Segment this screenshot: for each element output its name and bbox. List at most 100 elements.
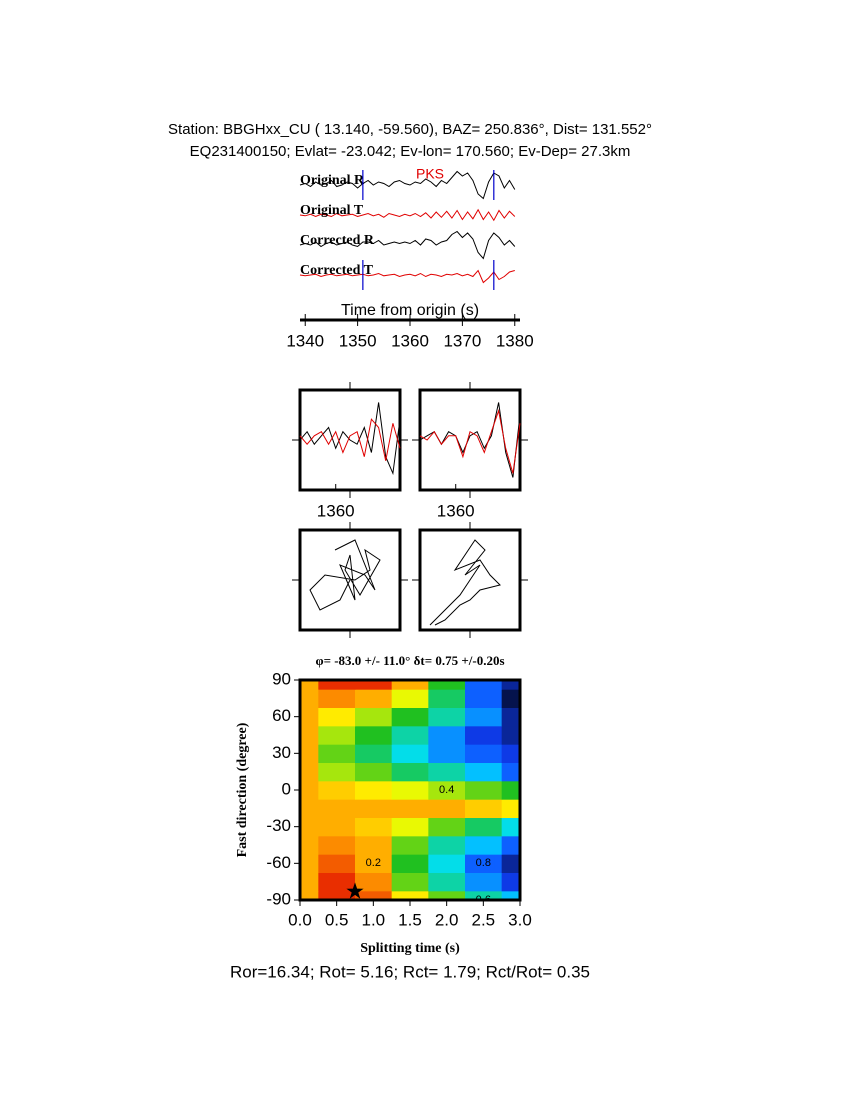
heatmap-cell — [501, 872, 520, 892]
heatmap-cell — [355, 872, 393, 892]
heatmap-cell — [355, 680, 393, 690]
heatmap-cell — [318, 817, 356, 837]
heatmap-cell — [501, 707, 520, 727]
y-tick-label: 60 — [272, 706, 291, 725]
contour-label: 0.6 — [476, 894, 491, 906]
heatmap-cell — [501, 817, 520, 837]
heatmap-cell — [391, 689, 429, 708]
y-tick-label: 90 — [272, 669, 291, 688]
heatmap-cell — [428, 817, 466, 837]
heatmap-cell — [300, 835, 319, 855]
heatmap-cell — [465, 817, 503, 837]
heatmap-cell — [428, 835, 466, 855]
heatmap-cell — [465, 707, 503, 727]
heatmap-cell — [391, 707, 429, 727]
heatmap-cell — [318, 890, 356, 900]
heatmap-cell — [465, 762, 503, 782]
heatmap-cell — [428, 744, 466, 763]
heatmap-cell — [300, 799, 319, 818]
heatmap-cell — [318, 707, 356, 727]
heatmap-cell — [428, 707, 466, 727]
heatmap-cell — [391, 817, 429, 837]
heatmap-cell — [355, 890, 393, 900]
heatmap-cell — [465, 872, 503, 892]
y-tick-label: 30 — [272, 743, 291, 762]
heatmap-cell — [300, 707, 319, 727]
y-tick-label: 0 — [282, 779, 291, 798]
heatmap-cell — [465, 689, 503, 708]
heatmap-cell — [300, 817, 319, 837]
contour-label-bg — [472, 893, 495, 900]
heatmap-cell — [428, 890, 466, 900]
heatmap-cell — [318, 780, 356, 800]
y-tick-label: -90 — [266, 889, 291, 908]
heatmap-cell — [428, 689, 466, 708]
heatmap-cell — [300, 680, 319, 690]
x-tick-label: 1340 — [286, 331, 324, 350]
heatmap-cell — [300, 780, 319, 800]
heatmap-cell — [355, 707, 393, 727]
x-tick-label: 0.5 — [325, 910, 349, 929]
y-tick-label: -60 — [266, 853, 291, 872]
trace — [429, 539, 501, 626]
heatmap-cell — [318, 680, 356, 690]
heatmap-cell — [391, 872, 429, 892]
heatmap-cell — [391, 744, 429, 763]
panel-frame — [418, 388, 522, 492]
x-tick-label: 0.0 — [288, 910, 312, 929]
trace-label: Original T — [300, 203, 364, 218]
phase-label: PKS — [416, 166, 444, 182]
heatmap-cell — [391, 680, 429, 690]
trace — [419, 402, 521, 478]
heatmap-cell — [428, 680, 466, 690]
x-tick-label: 1380 — [496, 331, 534, 350]
x-tick-label: 2.0 — [435, 910, 459, 929]
heatmap-cell — [391, 890, 429, 900]
heatmap-cell — [465, 799, 503, 818]
heatmap-cell — [355, 799, 393, 818]
contour-label-bg — [435, 783, 458, 797]
trace — [419, 408, 521, 474]
trace-label: Corrected T — [300, 263, 374, 278]
heatmap-cell — [355, 744, 393, 763]
heatmap-cell — [465, 835, 503, 855]
footer: Ror=16.34; Rot= 5.16; Rct= 1.79; Rct/Rot… — [230, 962, 590, 981]
heatmap-cell — [391, 725, 429, 745]
heatmap-cell — [391, 780, 429, 800]
best-fit-star — [346, 882, 364, 899]
heatmap-cell — [300, 762, 319, 782]
heatmap-cell — [355, 780, 393, 800]
header-line: Station: BBGHxx_CU ( 13.140, -59.560), B… — [168, 121, 652, 138]
heatmap-cell — [318, 835, 356, 855]
heatmap-cell — [391, 854, 429, 873]
heatmap-cell — [318, 744, 356, 763]
x-tick-label: 1350 — [339, 331, 377, 350]
heatmap-cell — [355, 835, 393, 855]
heatmap-cell — [391, 799, 429, 818]
x-tick-label: 1360 — [391, 331, 429, 350]
heatmap-cell — [501, 689, 520, 708]
trace — [299, 418, 401, 461]
trace — [299, 269, 515, 284]
heatmap-cell — [428, 799, 466, 818]
x-tick-label: 1370 — [443, 331, 481, 350]
contour-label: 0.4 — [439, 784, 454, 796]
trace-label: Corrected R — [300, 233, 375, 248]
heatmap-cell — [355, 762, 393, 782]
heatmap-cell — [501, 680, 520, 690]
heatmap-cell — [465, 725, 503, 745]
heatmap-cell — [355, 725, 393, 745]
trace-label: Original R — [300, 173, 365, 188]
heatmap-cell — [501, 762, 520, 782]
x-tick-label: 1360 — [317, 501, 355, 520]
trace — [299, 402, 401, 476]
heatmap-cell — [428, 854, 466, 873]
x-axis-title: Splitting time (s) — [360, 941, 460, 956]
contour-label-bg — [472, 856, 495, 871]
heatmap-cell — [300, 854, 319, 873]
heatmap-cell — [428, 762, 466, 782]
heatmap-cells: 0.2 0.4 0.6 0.8 — [300, 680, 520, 906]
x-tick-label: 1.5 — [398, 910, 422, 929]
